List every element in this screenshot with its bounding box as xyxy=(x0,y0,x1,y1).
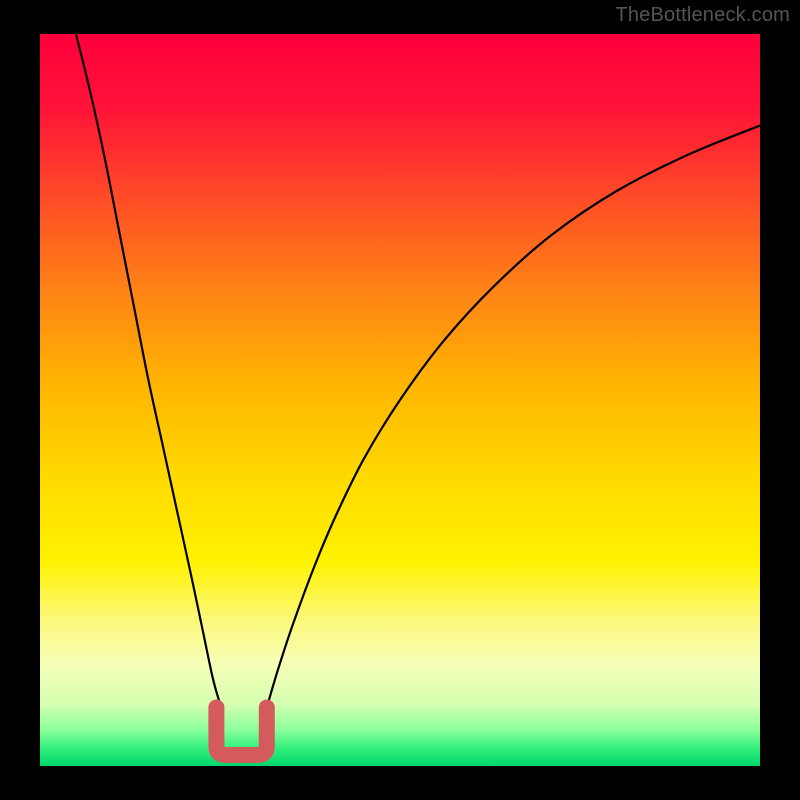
stage: TheBottleneck.com xyxy=(0,0,800,800)
bottleneck-curve-chart xyxy=(0,0,800,800)
watermark-text: TheBottleneck.com xyxy=(615,4,790,27)
